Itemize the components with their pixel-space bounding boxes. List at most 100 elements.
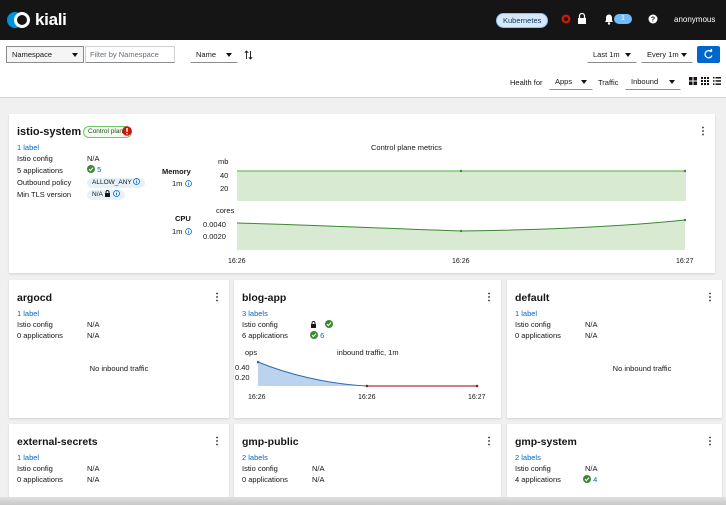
time-tick: 16:26: [452, 258, 470, 265]
memory-tick-20: 20: [220, 184, 229, 193]
min-tls-value[interactable]: N/A: [87, 189, 126, 200]
health-for-value: Apps: [555, 77, 573, 86]
namespace-card-blog-app: blog-app ⋮ 3 labels Istio config 6 appli…: [234, 280, 501, 418]
applications-label: 5 applications: [17, 166, 63, 175]
namespace-card-argocd: argocd ⋮ 1 label Istio config N/A 0 appl…: [9, 280, 229, 418]
labels-link[interactable]: 1 label: [17, 309, 40, 318]
memory-window[interactable]: 1m: [172, 179, 192, 188]
memory-point: [683, 169, 686, 173]
namespace-title[interactable]: external-secrets: [17, 436, 98, 448]
istio-config-label: Istio config: [515, 464, 551, 473]
info-icon: [184, 180, 192, 187]
kebab-menu-icon[interactable]: ⋮: [484, 292, 494, 303]
istio-config-label: Istio config: [515, 320, 551, 329]
metrics-title: Control plane metrics: [371, 143, 442, 152]
namespace-filter-select[interactable]: Namespace: [6, 46, 84, 63]
logo-text: kiali: [35, 10, 67, 29]
kebab-menu-icon[interactable]: ⋮: [484, 436, 494, 447]
notification-count-badge[interactable]: 1: [614, 14, 632, 24]
kiali-logo-icon: [7, 12, 30, 28]
overview-toolbar: Namespace Filter by Namespace Name Last …: [0, 40, 726, 98]
istio-config-status[interactable]: [310, 320, 334, 329]
namespace-card-default: default ⋮ 1 label Istio config N/A 0 app…: [507, 280, 722, 418]
cpu-point: [459, 229, 463, 233]
applications-value: N/A: [585, 331, 598, 340]
time-tick: 16:26: [228, 258, 246, 265]
kebab-menu-icon[interactable]: ⋮: [212, 292, 222, 303]
memory-point: [459, 169, 463, 173]
istio-config-value: N/A: [87, 320, 100, 329]
expand-view-icon[interactable]: [689, 77, 697, 85]
outbound-policy-value[interactable]: ALLOW_ANY: [87, 177, 146, 188]
applications-health[interactable]: 5: [87, 165, 101, 174]
kebab-menu-icon[interactable]: ⋮: [705, 436, 715, 447]
refresh-button[interactable]: [697, 46, 720, 63]
labels-link[interactable]: 1 label: [17, 143, 40, 152]
user-menu[interactable]: anonymous: [674, 15, 716, 24]
outbound-policy-label: Outbound policy: [17, 178, 72, 187]
chart-tick-0.40: 0.40: [235, 363, 250, 372]
istio-config-value: N/A: [87, 154, 100, 163]
namespace-title[interactable]: argocd: [17, 292, 53, 304]
namespace-title[interactable]: blog-app: [242, 292, 287, 304]
no-traffic-message: No inbound traffic: [612, 364, 672, 373]
info-icon: [133, 178, 141, 185]
list-view-icon[interactable]: [713, 77, 721, 85]
refresh-interval-label: Every 1m: [647, 50, 679, 59]
applications-label: 4 applications: [515, 475, 561, 484]
cpu-label: CPU: [175, 214, 191, 223]
chevron-down-icon: [72, 53, 78, 57]
cluster-badge: Kubernetes: [496, 13, 549, 28]
time-range-select[interactable]: Last 1m: [587, 46, 637, 63]
applications-health[interactable]: 6: [310, 331, 324, 340]
namespace-title[interactable]: istio-system: [17, 126, 82, 138]
traffic-point: [257, 360, 260, 364]
kebab-menu-icon[interactable]: ⋮: [698, 126, 708, 137]
svg-text:?: ?: [651, 17, 655, 24]
namespace-title[interactable]: default: [515, 292, 550, 304]
labels-link[interactable]: 2 labels: [515, 453, 541, 462]
namespace-title[interactable]: gmp-public: [242, 436, 299, 448]
cpu-window[interactable]: 1m: [172, 227, 192, 236]
labels-link[interactable]: 3 labels: [242, 309, 268, 318]
memory-tick-40: 40: [220, 171, 229, 180]
labels-link[interactable]: 1 label: [17, 453, 40, 462]
lock-icon[interactable]: [576, 12, 588, 26]
refresh-interval-select[interactable]: Every 1m: [641, 46, 693, 63]
istio-config-label: Istio config: [17, 154, 53, 163]
istio-config-label: Istio config: [17, 464, 53, 473]
applications-count: 5: [97, 165, 102, 174]
traffic-direction-select[interactable]: Inbound: [625, 73, 681, 90]
error-status-icon[interactable]: [122, 126, 132, 136]
filter-by-namespace-input[interactable]: Filter by Namespace: [85, 46, 175, 63]
sort-direction-icon[interactable]: [244, 50, 253, 60]
cpu-point: [683, 218, 686, 222]
labels-link[interactable]: 2 labels: [242, 453, 268, 462]
kiali-logo[interactable]: kiali: [6, 10, 67, 30]
min-tls-label: Min TLS version: [17, 190, 72, 199]
kebab-menu-icon[interactable]: ⋮: [705, 292, 715, 303]
lock-icon: [311, 321, 316, 328]
istio-config-value: N/A: [585, 464, 598, 473]
health-for-select[interactable]: Apps: [549, 73, 593, 90]
istio-config-value: N/A: [87, 464, 100, 473]
applications-health[interactable]: 4: [583, 475, 597, 484]
traffic-label: Traffic: [598, 78, 619, 87]
applications-label: 0 applications: [17, 331, 63, 340]
traffic-point: [475, 384, 479, 388]
sort-field-select[interactable]: Name: [190, 46, 238, 63]
istio-config-value: N/A: [312, 464, 325, 473]
applications-label: 6 applications: [242, 331, 288, 340]
compact-view-icon[interactable]: [701, 77, 709, 85]
chevron-down-icon: [625, 53, 631, 57]
istio-status-icon[interactable]: [560, 12, 572, 26]
check-circle-icon: [310, 331, 318, 339]
kebab-menu-icon[interactable]: ⋮: [212, 436, 222, 447]
labels-link[interactable]: 1 label: [515, 309, 538, 318]
bell-icon[interactable]: [603, 12, 615, 26]
cpu-window-text: 1m: [172, 227, 183, 236]
help-icon[interactable]: ?: [647, 12, 659, 26]
bottom-edge: [0, 497, 726, 505]
namespace-title[interactable]: gmp-system: [515, 436, 577, 448]
applications-label: 0 applications: [515, 331, 561, 340]
